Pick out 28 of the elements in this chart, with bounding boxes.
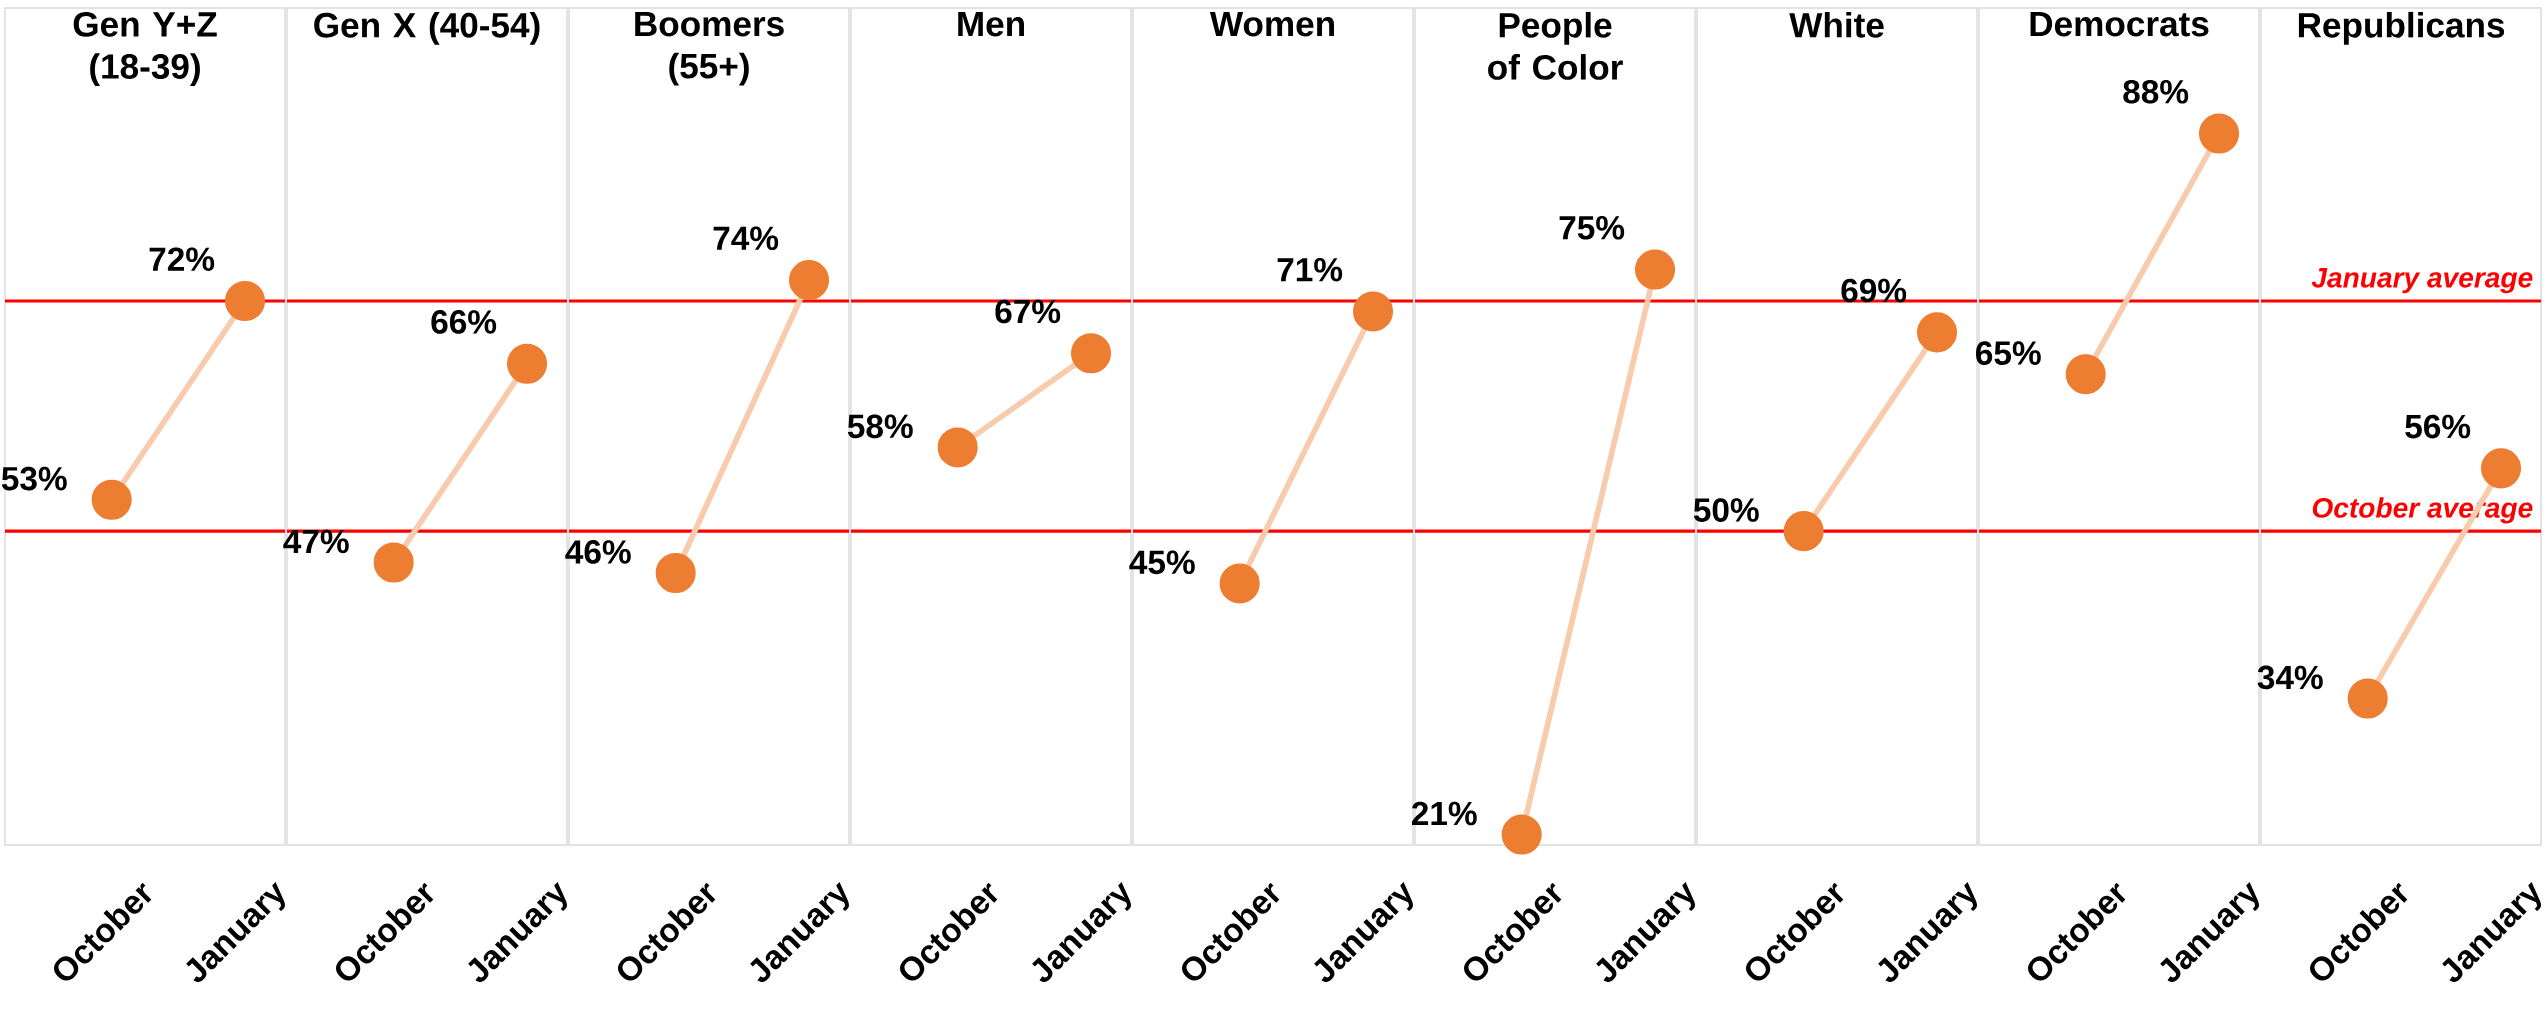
data-label: 46% — [565, 540, 631, 564]
data-label: 72% — [149, 247, 215, 271]
chart-title: Democrats — [2030, 11, 2209, 37]
text: Boomers (55+) — [635, 11, 784, 86]
chart-title: Women — [1209, 11, 1334, 37]
data-label: 88% — [2123, 79, 2189, 104]
data-label: 75% — [1559, 216, 1625, 240]
data-label: 21% — [1411, 801, 1477, 826]
data-label: 65% — [1976, 341, 2041, 365]
data-label: 53% — [1, 466, 67, 491]
ref-line-label: January average — [2311, 268, 2533, 294]
chart-title: Gen X (40-54) — [314, 11, 540, 45]
data-label: 67% — [995, 299, 1061, 324]
data-label: 58% — [847, 414, 913, 439]
chart-title: Men — [958, 11, 1024, 37]
chart-title: White — [1789, 11, 1884, 38]
chart-title: Republicans — [2298, 11, 2505, 45]
data-label: 34% — [2257, 665, 2323, 690]
data-label: 50% — [1693, 498, 1759, 522]
data-label: 66% — [431, 310, 497, 334]
text: People of Color — [1488, 11, 1623, 80]
data-label: 69% — [1841, 278, 1907, 303]
data-label: 71% — [1277, 257, 1343, 282]
data-label: 47% — [283, 529, 349, 554]
data-label: 74% — [713, 226, 779, 251]
data-label: 56% — [2405, 414, 2471, 439]
text: Gen Y+Z (18-39) — [73, 11, 217, 86]
data-label: 45% — [1129, 550, 1195, 575]
